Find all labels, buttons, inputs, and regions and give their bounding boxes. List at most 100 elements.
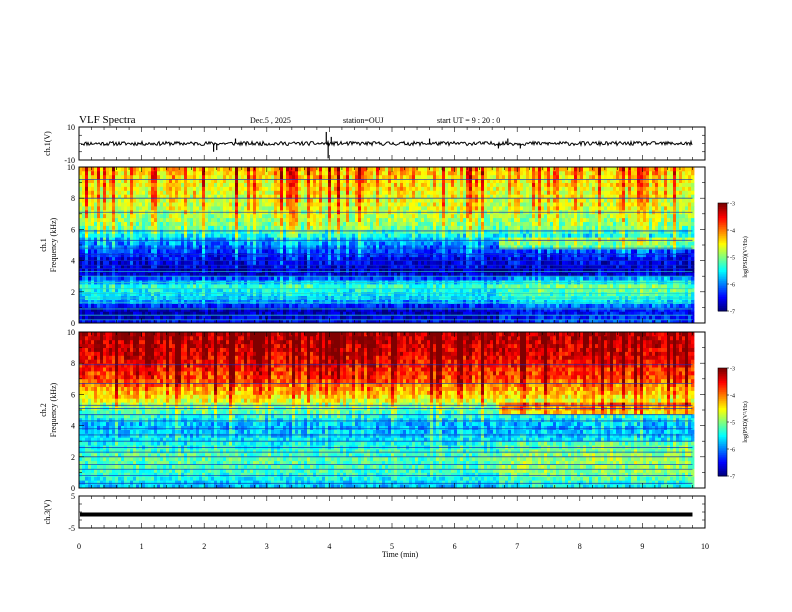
spectrogram-cell: [298, 256, 302, 261]
spectrogram-cell: [379, 178, 383, 183]
spectrogram-cell: [163, 225, 167, 230]
spectrogram-cell: [352, 284, 356, 289]
spectrogram-cell: [247, 167, 251, 172]
spectrogram-cell: [280, 287, 284, 293]
spectrogram-cell: [121, 217, 125, 222]
spectrogram-cell: [154, 233, 158, 238]
spectrogram-cell: [292, 272, 296, 277]
spectrogram-cell: [106, 284, 110, 289]
spectrogram-cell: [97, 291, 101, 297]
spectrogram-cell: [271, 167, 275, 172]
spectrogram-cell: [292, 213, 296, 219]
spectrogram-cell: [211, 303, 215, 308]
spectrogram-cell: [382, 311, 386, 316]
spectrogram-cell: [319, 284, 323, 289]
spectrogram-cell: [208, 311, 212, 316]
spectrogram-cell: [100, 276, 104, 281]
spectrogram-cell: [391, 178, 395, 183]
spectrogram-cell: [376, 256, 380, 261]
spectrogram-cell: [85, 182, 89, 187]
spectrogram-cell: [100, 170, 104, 176]
spectrogram-cell: [160, 202, 164, 207]
spectrogram-cell: [397, 248, 401, 254]
spectrogram-cell: [247, 170, 251, 176]
spectrogram-cell: [238, 170, 242, 176]
spectrogram-cell: [412, 182, 416, 187]
spectrogram-cell: [148, 319, 152, 324]
spectrogram-cell: [370, 194, 374, 199]
spectrogram-cell: [340, 225, 344, 230]
spectrogram-cell: [427, 225, 431, 230]
spectrogram-cell: [391, 245, 395, 250]
spectrogram-cell: [379, 186, 383, 191]
spectrogram-cell: [202, 260, 206, 265]
spectrogram-cell: [364, 291, 368, 297]
spectrogram-cell: [253, 291, 257, 297]
spectrogram-cell: [202, 303, 206, 308]
spectrogram-cell: [151, 217, 155, 222]
spectrogram-cell: [112, 186, 116, 191]
spectrogram-cell: [367, 229, 371, 234]
spectrogram-cell: [154, 299, 158, 304]
spectrogram-cell: [205, 256, 209, 261]
spectrogram-cell: [178, 311, 182, 316]
spectrogram-cell: [253, 186, 257, 191]
spectrogram-cell: [166, 311, 170, 316]
spectrogram-cell: [172, 319, 176, 324]
spectrogram-cell: [352, 174, 356, 180]
spectrogram-cell: [355, 260, 359, 265]
spectrogram-cell: [331, 284, 335, 289]
spectrogram-cell: [97, 225, 101, 230]
spectrogram-cell: [91, 217, 95, 222]
spectrogram-cell: [424, 241, 428, 246]
spectrogram-cell: [157, 202, 161, 207]
spectrogram-cell: [88, 229, 92, 234]
spectrogram-cell: [364, 272, 368, 277]
spectrogram-cell: [187, 311, 191, 316]
spectrogram-cell: [157, 225, 161, 230]
spectrogram-cell: [322, 307, 326, 312]
spectrogram-cell: [301, 225, 305, 230]
spectrogram-cell: [394, 303, 398, 308]
spectrogram-cell: [379, 256, 383, 261]
spectrogram-cell: [88, 174, 92, 180]
spectrogram-cell: [310, 229, 314, 234]
spectrogram-cell: [88, 264, 92, 269]
spectrogram-cell: [217, 245, 221, 250]
spectrogram-cell: [352, 182, 356, 187]
spectrogram-cell: [379, 217, 383, 222]
spectrogram-cell: [415, 213, 419, 219]
spectrogram-cell: [190, 241, 194, 246]
spectrogram-cell: [82, 167, 86, 172]
spectrogram-cell: [223, 252, 227, 258]
spectrogram-cell: [277, 272, 281, 277]
spectrogram-cell: [175, 264, 179, 269]
spectrogram-cell: [349, 268, 353, 273]
spectrogram-cell: [97, 311, 101, 316]
spectrogram-cell: [196, 315, 200, 320]
spectrogram-cell: [400, 233, 404, 238]
spectrogram-cell: [307, 291, 311, 297]
spectrogram-cell: [376, 186, 380, 191]
spectrogram-cell: [286, 287, 290, 293]
spectrogram-cell: [205, 190, 209, 195]
spectrogram-cell: [154, 272, 158, 277]
spectrogram-cell: [325, 194, 329, 199]
spectrogram-cell: [406, 245, 410, 250]
spectrogram-cell: [397, 198, 401, 203]
spectrogram-cell: [211, 174, 215, 180]
spectrogram-cell: [247, 307, 251, 312]
spectrogram-cell: [418, 291, 422, 297]
spectrogram-cell: [79, 272, 83, 277]
spectrogram-cell: [151, 237, 155, 242]
spectrogram-cell: [346, 311, 350, 316]
spectrogram-cell: [349, 213, 353, 219]
spectrogram-cell: [367, 287, 371, 293]
spectrogram-cell: [175, 311, 179, 316]
spectrogram-cell: [103, 194, 107, 199]
spectrogram-cell: [232, 174, 236, 180]
spectrogram-cell: [379, 190, 383, 195]
spectrogram-cell: [355, 291, 359, 297]
spectrogram-cell: [85, 194, 89, 199]
spectrogram-cell: [184, 170, 188, 176]
